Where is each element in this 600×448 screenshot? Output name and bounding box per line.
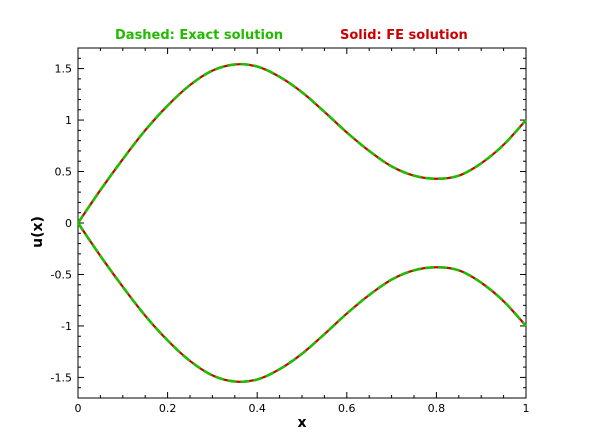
y-tick-label: -1 — [61, 320, 72, 333]
x-tick-label: 1 — [523, 402, 530, 415]
x-tick-label: 0.8 — [428, 402, 446, 415]
fe-solution-line-2 — [77, 222, 527, 383]
y-tick-label: -0.5 — [51, 268, 72, 281]
x-tick-label: 0 — [75, 402, 82, 415]
fe-solution-line-0 — [77, 63, 527, 224]
y-tick-label: 1 — [65, 114, 72, 127]
plot-area-frame — [77, 47, 527, 399]
legend-entry-fe: Solid: FE solution — [340, 28, 468, 43]
y-axis-label: u(x) — [30, 216, 46, 248]
y-tick-label: 1.5 — [55, 63, 73, 76]
exact-solution-line-3 — [76, 222, 527, 384]
x-tick-label: 0.6 — [338, 402, 356, 415]
y-tick-label: 0.5 — [55, 166, 73, 179]
x-axis-label: x — [297, 415, 306, 431]
x-tick-label: 0.4 — [248, 402, 266, 415]
x-tick-label: 0.2 — [159, 402, 177, 415]
series-lines — [76, 62, 527, 384]
legend: Dashed: Exact solution Solid: FE solutio… — [115, 28, 468, 43]
y-tick-label: -1.5 — [51, 371, 72, 384]
y-tick-label: 0 — [65, 217, 72, 230]
legend-entry-exact: Dashed: Exact solution — [115, 28, 283, 43]
exact-solution-line-1 — [76, 62, 527, 224]
axis-ticks: 0 0.2 0.4 0.6 0.8 1 -1.5 -1 -0.5 0 0.5 1 1.5 — [51, 47, 530, 415]
